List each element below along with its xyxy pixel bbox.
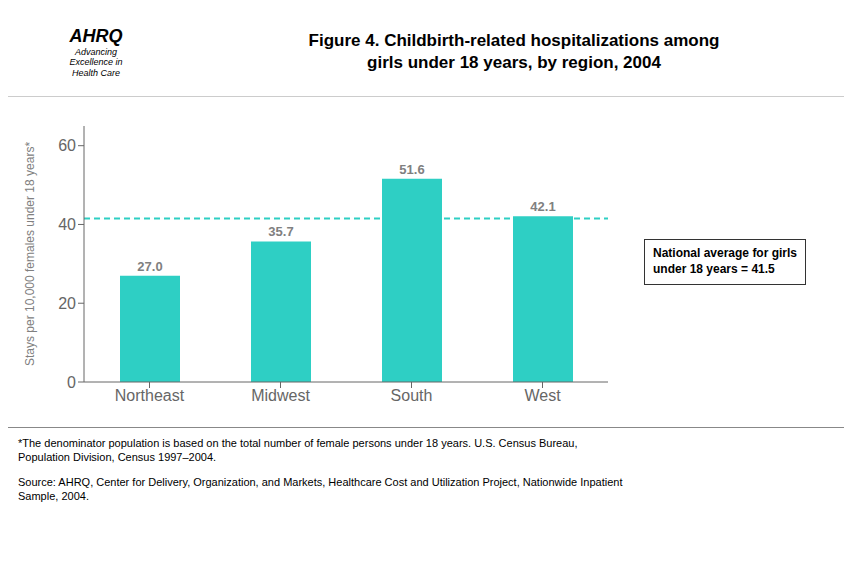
svg-text:42.1: 42.1 (530, 199, 555, 214)
svg-text:51.6: 51.6 (399, 162, 424, 177)
html-text:Figure 4. Childbirth-related h: Figure 4. Childbirth-related hospitaliza… (308, 30, 720, 72)
svg-text:0: 0 (67, 374, 76, 391)
svg-text:Stays per 10,000 females under: Stays per 10,000 females under 18 years* (23, 142, 37, 366)
html-text:Advancing Excellence in Health: Advancing Excellence in Health Care (69, 47, 123, 78)
html-text:*The denominator population is: *The denominator population is based on … (18, 437, 578, 464)
svg-text:West: West (524, 387, 561, 404)
svg-text:South: South (391, 387, 433, 404)
html-text:Source: AHRQ, Center for Deliv: Source: AHRQ, Center for Delivery, Organ… (18, 475, 623, 502)
svg-text:35.7: 35.7 (268, 224, 293, 239)
svg-text:60: 60 (58, 137, 76, 154)
svg-text:Northeast: Northeast (115, 387, 185, 404)
svg-text:27.0: 27.0 (137, 259, 162, 274)
svg-text:Midwest: Midwest (251, 387, 310, 404)
svg-text:40: 40 (58, 216, 76, 233)
html-text:AHRQ: AHRQ (69, 26, 123, 46)
svg-text:20: 20 (58, 295, 76, 312)
html-text:National average for girls und: National average for girls under 18 year… (653, 246, 797, 276)
